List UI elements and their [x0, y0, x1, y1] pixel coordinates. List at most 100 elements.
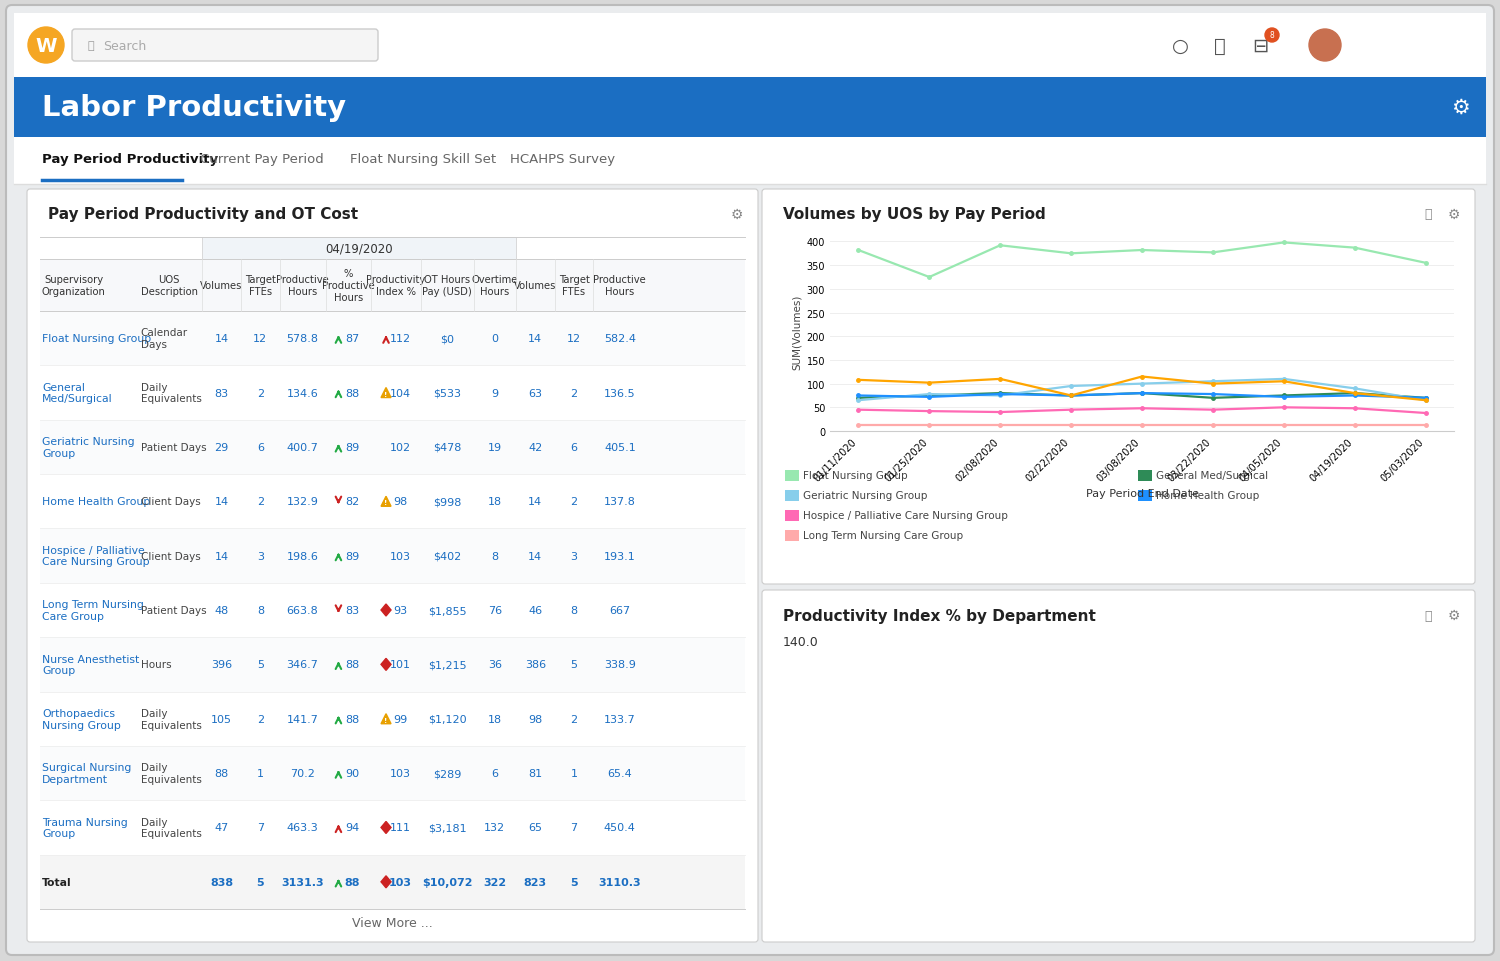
Text: 3131.3: 3131.3 [282, 876, 324, 887]
Text: 112: 112 [390, 333, 411, 344]
Text: 2: 2 [256, 388, 264, 398]
Text: 134.6: 134.6 [286, 388, 318, 398]
Text: 3110.3: 3110.3 [598, 876, 640, 887]
Text: View More ...: View More ... [352, 917, 434, 929]
Text: 63: 63 [528, 388, 543, 398]
Text: Orthopaedics
Nursing Group: Orthopaedics Nursing Group [42, 708, 122, 729]
Text: 2: 2 [570, 714, 578, 724]
Text: 405.1: 405.1 [604, 442, 636, 453]
Text: %
Productive
Hours: % Productive Hours [322, 269, 375, 303]
Text: Geriatric Nursing Group: Geriatric Nursing Group [802, 490, 927, 501]
FancyBboxPatch shape [13, 185, 1486, 947]
Text: 🔧: 🔧 [1425, 209, 1431, 221]
Text: 6: 6 [256, 442, 264, 453]
Text: 0: 0 [490, 333, 498, 344]
Text: Volumes: Volumes [514, 281, 556, 290]
Text: Hours: Hours [141, 659, 171, 670]
Text: 90: 90 [345, 768, 360, 778]
Polygon shape [381, 497, 392, 506]
Text: 140.0: 140.0 [783, 635, 819, 648]
Text: Daily
Equivalents: Daily Equivalents [141, 817, 201, 838]
Text: 99: 99 [393, 714, 406, 724]
FancyBboxPatch shape [40, 420, 746, 475]
FancyBboxPatch shape [1138, 490, 1152, 502]
Text: Overtime
Hours: Overtime Hours [471, 275, 518, 297]
FancyBboxPatch shape [40, 854, 746, 909]
FancyBboxPatch shape [40, 746, 746, 801]
Text: 5: 5 [256, 659, 264, 670]
Text: 93: 93 [393, 605, 406, 615]
Text: $0: $0 [440, 333, 454, 344]
Text: 36: 36 [488, 659, 501, 670]
Text: Target
FTEs: Target FTEs [558, 275, 590, 297]
Text: Daily
Equivalents: Daily Equivalents [141, 382, 201, 404]
Text: ⚙: ⚙ [1448, 208, 1460, 222]
Text: 2: 2 [570, 497, 578, 506]
Text: 98: 98 [528, 714, 543, 724]
FancyBboxPatch shape [13, 78, 1486, 137]
Text: 346.7: 346.7 [286, 659, 318, 670]
Circle shape [1264, 29, 1280, 43]
Polygon shape [381, 822, 392, 833]
Text: 70.2: 70.2 [290, 768, 315, 778]
Polygon shape [381, 658, 392, 671]
Text: Trauma Nursing
Group: Trauma Nursing Group [42, 817, 128, 838]
Text: 5: 5 [570, 659, 578, 670]
Circle shape [1310, 30, 1341, 62]
FancyBboxPatch shape [6, 6, 1494, 955]
Text: Geriatric Nursing
Group: Geriatric Nursing Group [42, 436, 135, 458]
Text: 193.1: 193.1 [604, 551, 636, 561]
Text: Nurse Anesthetist
Group: Nurse Anesthetist Group [42, 653, 140, 676]
Text: 5: 5 [256, 876, 264, 887]
Text: 396: 396 [211, 659, 232, 670]
Text: 14: 14 [214, 551, 228, 561]
Text: Productivity
Index %: Productivity Index % [366, 275, 426, 297]
Text: Target
FTEs: Target FTEs [244, 275, 276, 297]
Text: Long Term Nursing Care Group: Long Term Nursing Care Group [802, 530, 963, 540]
Text: ⚙: ⚙ [1450, 98, 1470, 118]
Text: 88: 88 [214, 768, 228, 778]
Text: 65: 65 [528, 823, 543, 832]
Text: Volumes: Volumes [201, 281, 243, 290]
Text: 89: 89 [345, 551, 360, 561]
Polygon shape [381, 875, 392, 888]
Y-axis label: SUM(Volumes): SUM(Volumes) [792, 294, 802, 370]
Text: Daily
Equivalents: Daily Equivalents [141, 762, 201, 784]
Text: $289: $289 [433, 768, 462, 778]
FancyBboxPatch shape [762, 590, 1474, 942]
FancyBboxPatch shape [13, 137, 1486, 185]
Text: 12: 12 [254, 333, 267, 344]
Text: 322: 322 [483, 876, 507, 887]
Text: 2: 2 [570, 388, 578, 398]
Text: UOS
Description: UOS Description [141, 275, 198, 297]
Polygon shape [381, 714, 392, 724]
Circle shape [28, 28, 64, 64]
Text: 133.7: 133.7 [604, 714, 636, 724]
Text: 6: 6 [490, 768, 498, 778]
FancyBboxPatch shape [40, 311, 746, 366]
Text: 386: 386 [525, 659, 546, 670]
Text: $1,215: $1,215 [427, 659, 466, 670]
Text: 1: 1 [570, 768, 578, 778]
Text: 8: 8 [570, 605, 578, 615]
FancyBboxPatch shape [40, 637, 746, 692]
FancyBboxPatch shape [202, 237, 516, 259]
FancyBboxPatch shape [1138, 471, 1152, 481]
Text: 8: 8 [490, 551, 498, 561]
Text: 88: 88 [345, 876, 360, 887]
Text: 463.3: 463.3 [286, 823, 318, 832]
Text: 103: 103 [388, 876, 411, 887]
Text: $1,855: $1,855 [427, 605, 466, 615]
Text: Pay Period Productivity and OT Cost: Pay Period Productivity and OT Cost [48, 208, 358, 222]
Text: Labor Productivity: Labor Productivity [42, 94, 346, 122]
Text: Patient Days: Patient Days [141, 442, 207, 453]
Text: 137.8: 137.8 [604, 497, 636, 506]
Text: $10,072: $10,072 [422, 876, 472, 887]
Text: Hospice / Palliative
Care Nursing Group: Hospice / Palliative Care Nursing Group [42, 545, 150, 567]
Text: 88: 88 [345, 659, 360, 670]
Text: 14: 14 [528, 497, 543, 506]
Text: 3: 3 [570, 551, 578, 561]
Text: 88: 88 [345, 388, 360, 398]
Text: 582.4: 582.4 [604, 333, 636, 344]
Text: Long Term Nursing
Care Group: Long Term Nursing Care Group [42, 600, 144, 621]
